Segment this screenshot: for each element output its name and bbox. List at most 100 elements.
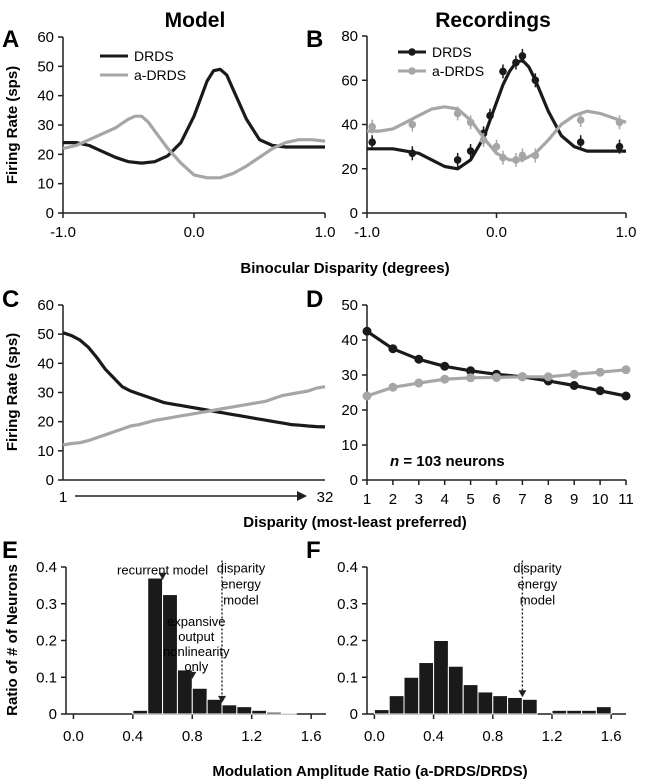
y-tick-label: 40 bbox=[37, 355, 54, 372]
bottom-x-axis-label: Modulation Amplitude Ratio (a-DRDS/DRDS) bbox=[212, 763, 527, 780]
x-tick-label: 8 bbox=[544, 491, 552, 508]
histogram-bar bbox=[595, 706, 612, 715]
y-tick-label: 0.4 bbox=[337, 559, 358, 576]
data-point bbox=[408, 120, 417, 129]
y-tick-label: 50 bbox=[37, 58, 54, 75]
data-point bbox=[621, 365, 631, 375]
data-point bbox=[453, 156, 462, 164]
top-y-axis-label: Firing Rate (sps) bbox=[4, 66, 21, 184]
histogram-bar bbox=[507, 696, 523, 715]
histogram-bar bbox=[373, 709, 390, 715]
data-point bbox=[492, 372, 501, 382]
data-point bbox=[595, 386, 605, 396]
data-point bbox=[362, 326, 372, 336]
arrow-head-icon bbox=[188, 671, 197, 679]
y-tick-label: 20 bbox=[37, 414, 54, 431]
histogram-bar bbox=[581, 709, 597, 715]
data-point bbox=[499, 67, 507, 76]
x-tick-label: 0.8 bbox=[182, 728, 203, 745]
x-tick-label: 9 bbox=[570, 491, 578, 508]
data-point bbox=[543, 372, 553, 382]
x-tick-label: 1 bbox=[59, 489, 67, 506]
y-tick-label: 10 bbox=[341, 437, 358, 454]
annotation-label: disparity bbox=[217, 561, 266, 576]
data-point bbox=[408, 149, 417, 158]
arrow-head-icon bbox=[518, 690, 527, 698]
data-point bbox=[512, 58, 520, 67]
y-tick-label: 0 bbox=[46, 472, 54, 489]
histogram-bar bbox=[418, 662, 435, 715]
neuron-count-label: n = 103 neurons bbox=[390, 453, 505, 470]
mid-y-axis-label: Firing Rate (sps) bbox=[4, 333, 21, 451]
histogram-bar bbox=[191, 687, 208, 715]
data-point bbox=[499, 153, 507, 162]
y-tick-label: 10 bbox=[37, 443, 54, 460]
y-tick-label: 40 bbox=[37, 88, 54, 105]
y-tick-label: 80 bbox=[341, 28, 358, 45]
x-tick-label: 1.2 bbox=[542, 728, 563, 745]
x-tick-label: 0.0 bbox=[364, 728, 385, 745]
x-tick-label: 0.8 bbox=[482, 728, 503, 745]
y-tick-label: 0.1 bbox=[337, 669, 358, 686]
x-tick-label: 4 bbox=[441, 491, 449, 508]
data-point bbox=[362, 391, 372, 401]
panel-e: 0 0.1 0.2 0.3 0.4 0.0 0.4 0.8 1.2 1.6 recurrent mo… bbox=[36, 559, 326, 745]
data-point bbox=[453, 109, 462, 118]
data-point bbox=[486, 111, 494, 120]
x-tick-label: 2 bbox=[389, 491, 397, 508]
data-point bbox=[479, 136, 488, 144]
annotation-label: only bbox=[184, 659, 208, 674]
y-tick-label: 0 bbox=[46, 205, 54, 222]
y-tick-label: 0 bbox=[350, 205, 358, 222]
legend-marker bbox=[408, 48, 416, 56]
arrow-head-icon bbox=[158, 572, 167, 580]
y-tick-label: 50 bbox=[341, 297, 358, 314]
data-point bbox=[576, 116, 585, 124]
x-tick-label: 1.0 bbox=[315, 224, 336, 241]
histogram-bar bbox=[521, 698, 538, 715]
panel-b: 0 20 40 60 80 -1.0 0.0 1.0 DRDS a-DRDS bbox=[341, 28, 636, 241]
x-tick-label: 1.2 bbox=[241, 728, 262, 745]
data-point bbox=[595, 367, 605, 377]
y-tick-label: 0.2 bbox=[337, 633, 358, 650]
x-tick-label: 0.0 bbox=[486, 224, 507, 241]
data-point bbox=[388, 344, 398, 354]
data-point bbox=[388, 382, 398, 392]
bottom-y-axis-label: Ratio of # of Neurons bbox=[4, 564, 21, 716]
y-tick-label: 0.3 bbox=[36, 596, 57, 613]
recordings-title: Recordings bbox=[435, 9, 551, 32]
histogram-bar bbox=[147, 577, 164, 715]
annotation-label: energy bbox=[518, 577, 558, 592]
data-point bbox=[517, 372, 527, 382]
arrow-head-icon bbox=[218, 695, 226, 703]
annotation-label: nonlinearity bbox=[163, 644, 230, 659]
histogram-bar bbox=[433, 640, 449, 715]
histogram-bar bbox=[477, 691, 494, 715]
y-tick-label: 20 bbox=[341, 402, 358, 419]
x-tick-label: 5 bbox=[466, 491, 474, 508]
data-point bbox=[466, 118, 475, 127]
panel-a: 0 10 20 30 40 50 60 -1.0 0.0 1.0 DRDS a-DRDS bbox=[37, 29, 335, 241]
data-point bbox=[512, 156, 520, 164]
data-point bbox=[466, 373, 476, 383]
histogram-bar bbox=[280, 712, 297, 715]
x-tick-label: 7 bbox=[518, 491, 526, 508]
y-tick-label: 0 bbox=[350, 472, 358, 489]
data-point bbox=[531, 76, 540, 85]
x-tick-label: 1.0 bbox=[616, 224, 637, 241]
y-tick-label: 30 bbox=[37, 117, 54, 134]
histogram-bar bbox=[221, 704, 238, 715]
x-tick-label: 1.6 bbox=[301, 728, 322, 745]
y-tick-label: 20 bbox=[341, 161, 358, 178]
data-point bbox=[492, 142, 501, 151]
histogram-bar bbox=[266, 711, 282, 715]
legend-label: DRDS bbox=[432, 44, 472, 60]
data-point bbox=[615, 118, 624, 127]
mid-x-axis-label: Disparity (most-least preferred) bbox=[243, 514, 466, 531]
annotation-label: output bbox=[178, 629, 215, 644]
legend-label: a-DRDS bbox=[432, 63, 484, 79]
y-tick-label: 10 bbox=[37, 176, 54, 193]
x-tick-label: -1.0 bbox=[50, 224, 76, 241]
y-tick-label: 60 bbox=[341, 72, 358, 89]
histogram-bar bbox=[132, 709, 149, 715]
